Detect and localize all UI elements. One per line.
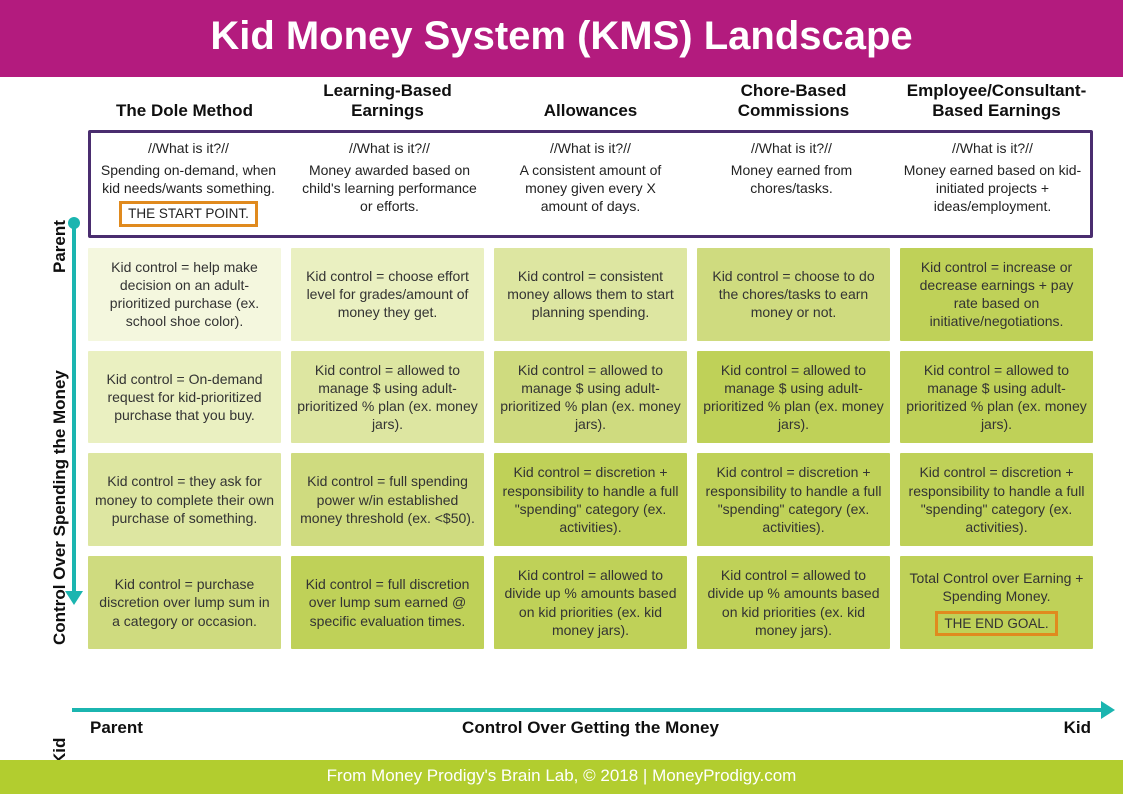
matrix-cell: Kid control = allowed to manage $ using … xyxy=(494,351,687,444)
what-text-4: Money earned based on kid-initiated proj… xyxy=(903,161,1082,216)
matrix-cell: Kid control = allowed to manage $ using … xyxy=(697,351,890,444)
matrix-cell: Kid control = full spending power w/in e… xyxy=(291,453,484,546)
x-axis-line xyxy=(72,708,1103,712)
what-text-1: Money awarded based on child's learning … xyxy=(300,161,479,216)
y-axis-line xyxy=(72,223,76,593)
what-label: //What is it?// xyxy=(501,139,680,157)
cell-text: Total Control over Earning + Spending Mo… xyxy=(906,569,1087,605)
cell-text: Kid control = discretion + responsibilit… xyxy=(500,463,681,536)
cell-text: Kid control = allowed to manage $ using … xyxy=(703,361,884,434)
x-axis-arrow-icon xyxy=(1101,701,1115,719)
y-axis-label-parent: Parent xyxy=(50,220,70,273)
cell-text: Kid control = allowed to manage $ using … xyxy=(297,361,478,434)
what-label: //What is it?// xyxy=(702,139,881,157)
cell-text: Kid control = allowed to divide up % amo… xyxy=(703,566,884,639)
x-axis-labels: Parent Control Over Getting the Money Ki… xyxy=(90,718,1091,738)
cell-text: Kid control = full discretion over lump … xyxy=(297,575,478,630)
what-text-0: Spending on-demand, when kid needs/wants… xyxy=(99,161,278,197)
x-axis xyxy=(72,708,1103,712)
end-goal-badge: THE END GOAL. xyxy=(935,611,1057,637)
matrix-cell: Kid control = full discretion over lump … xyxy=(291,556,484,649)
what-is-it-row: //What is it?// Spending on-demand, when… xyxy=(88,130,1093,238)
what-label: //What is it?// xyxy=(99,139,278,157)
matrix-cell: Kid control = allowed to divide up % amo… xyxy=(697,556,890,649)
cell-text: Kid control = choose to do the chores/ta… xyxy=(703,267,884,322)
matrix-cell: Kid control = they ask for money to comp… xyxy=(88,453,281,546)
what-cell-1: //What is it?// Money awarded based on c… xyxy=(294,137,485,229)
footer: From Money Prodigy's Brain Lab, © 2018 |… xyxy=(0,760,1123,794)
col-header-3: Chore-Based Commissions xyxy=(697,77,890,130)
cell-text: Kid control = allowed to manage $ using … xyxy=(500,361,681,434)
what-cell-3: //What is it?// Money earned from chores… xyxy=(696,137,887,229)
col-header-4: Employee/Consultant-Based Earnings xyxy=(900,77,1093,130)
matrix-cell: Kid control = help make decision on an a… xyxy=(88,248,281,341)
matrix-row: Kid control = purchase discretion over l… xyxy=(88,556,1093,649)
matrix-row: Kid control = they ask for money to comp… xyxy=(88,453,1093,546)
what-cell-4: //What is it?// Money earned based on ki… xyxy=(897,137,1088,229)
matrix-cell: Kid control = consistent money allows th… xyxy=(494,248,687,341)
start-point-badge: THE START POINT. xyxy=(119,201,258,227)
matrix-cell: Kid control = purchase discretion over l… xyxy=(88,556,281,649)
matrix-row: Kid control = help make decision on an a… xyxy=(88,248,1093,341)
matrix-cell: Kid control = allowed to manage $ using … xyxy=(291,351,484,444)
cell-text: Kid control = allowed to manage $ using … xyxy=(906,361,1087,434)
matrix-cell: Total Control over Earning + Spending Mo… xyxy=(900,556,1093,649)
cell-text: Kid control = consistent money allows th… xyxy=(500,267,681,322)
matrix-grid: Kid control = help make decision on an a… xyxy=(88,248,1093,649)
what-label: //What is it?// xyxy=(300,139,479,157)
what-cell-0: //What is it?// Spending on-demand, when… xyxy=(93,137,284,229)
footer-text: From Money Prodigy's Brain Lab, © 2018 |… xyxy=(327,766,797,785)
x-axis-label-mid: Control Over Getting the Money xyxy=(462,718,719,738)
what-text-3: Money earned from chores/tasks. xyxy=(702,161,881,197)
main-chart: The Dole Method Learning-Based Earnings … xyxy=(0,77,1123,649)
matrix-cell: Kid control = discretion + responsibilit… xyxy=(900,453,1093,546)
what-label: //What is it?// xyxy=(903,139,1082,157)
matrix-cell: Kid control = increase or decrease earni… xyxy=(900,248,1093,341)
what-cell-2: //What is it?// A consistent amount of m… xyxy=(495,137,686,229)
cell-text: Kid control = On-demand request for kid-… xyxy=(94,370,275,425)
matrix-cell: Kid control = choose to do the chores/ta… xyxy=(697,248,890,341)
y-axis-label-mid: Control Over Spending the Money xyxy=(50,370,70,645)
cell-text: Kid control = purchase discretion over l… xyxy=(94,575,275,630)
cell-text: Kid control = choose effort level for gr… xyxy=(297,267,478,322)
x-axis-label-left: Parent xyxy=(90,718,143,738)
matrix-row: Kid control = On-demand request for kid-… xyxy=(88,351,1093,444)
matrix-cell: Kid control = On-demand request for kid-… xyxy=(88,351,281,444)
matrix-cell: Kid control = allowed to manage $ using … xyxy=(900,351,1093,444)
cell-text: Kid control = help make decision on an a… xyxy=(94,258,275,331)
what-text-2: A consistent amount of money given every… xyxy=(501,161,680,216)
col-header-2: Allowances xyxy=(494,77,687,130)
col-header-1: Learning-Based Earnings xyxy=(291,77,484,130)
matrix-cell: Kid control = allowed to divide up % amo… xyxy=(494,556,687,649)
matrix-cell: Kid control = discretion + responsibilit… xyxy=(697,453,890,546)
matrix-cell: Kid control = discretion + responsibilit… xyxy=(494,453,687,546)
cell-text: Kid control = full spending power w/in e… xyxy=(297,472,478,527)
cell-text: Kid control = increase or decrease earni… xyxy=(906,258,1087,331)
matrix-cell: Kid control = choose effort level for gr… xyxy=(291,248,484,341)
column-headers: The Dole Method Learning-Based Earnings … xyxy=(88,77,1093,130)
cell-text: Kid control = allowed to divide up % amo… xyxy=(500,566,681,639)
cell-text: Kid control = discretion + responsibilit… xyxy=(906,463,1087,536)
x-axis-label-right: Kid xyxy=(1064,718,1091,738)
col-header-0: The Dole Method xyxy=(88,77,281,130)
cell-text: Kid control = they ask for money to comp… xyxy=(94,472,275,527)
y-axis xyxy=(72,223,76,593)
cell-text: Kid control = discretion + responsibilit… xyxy=(703,463,884,536)
page-header: Kid Money System (KMS) Landscape xyxy=(0,0,1123,77)
page-title: Kid Money System (KMS) Landscape xyxy=(210,14,912,58)
